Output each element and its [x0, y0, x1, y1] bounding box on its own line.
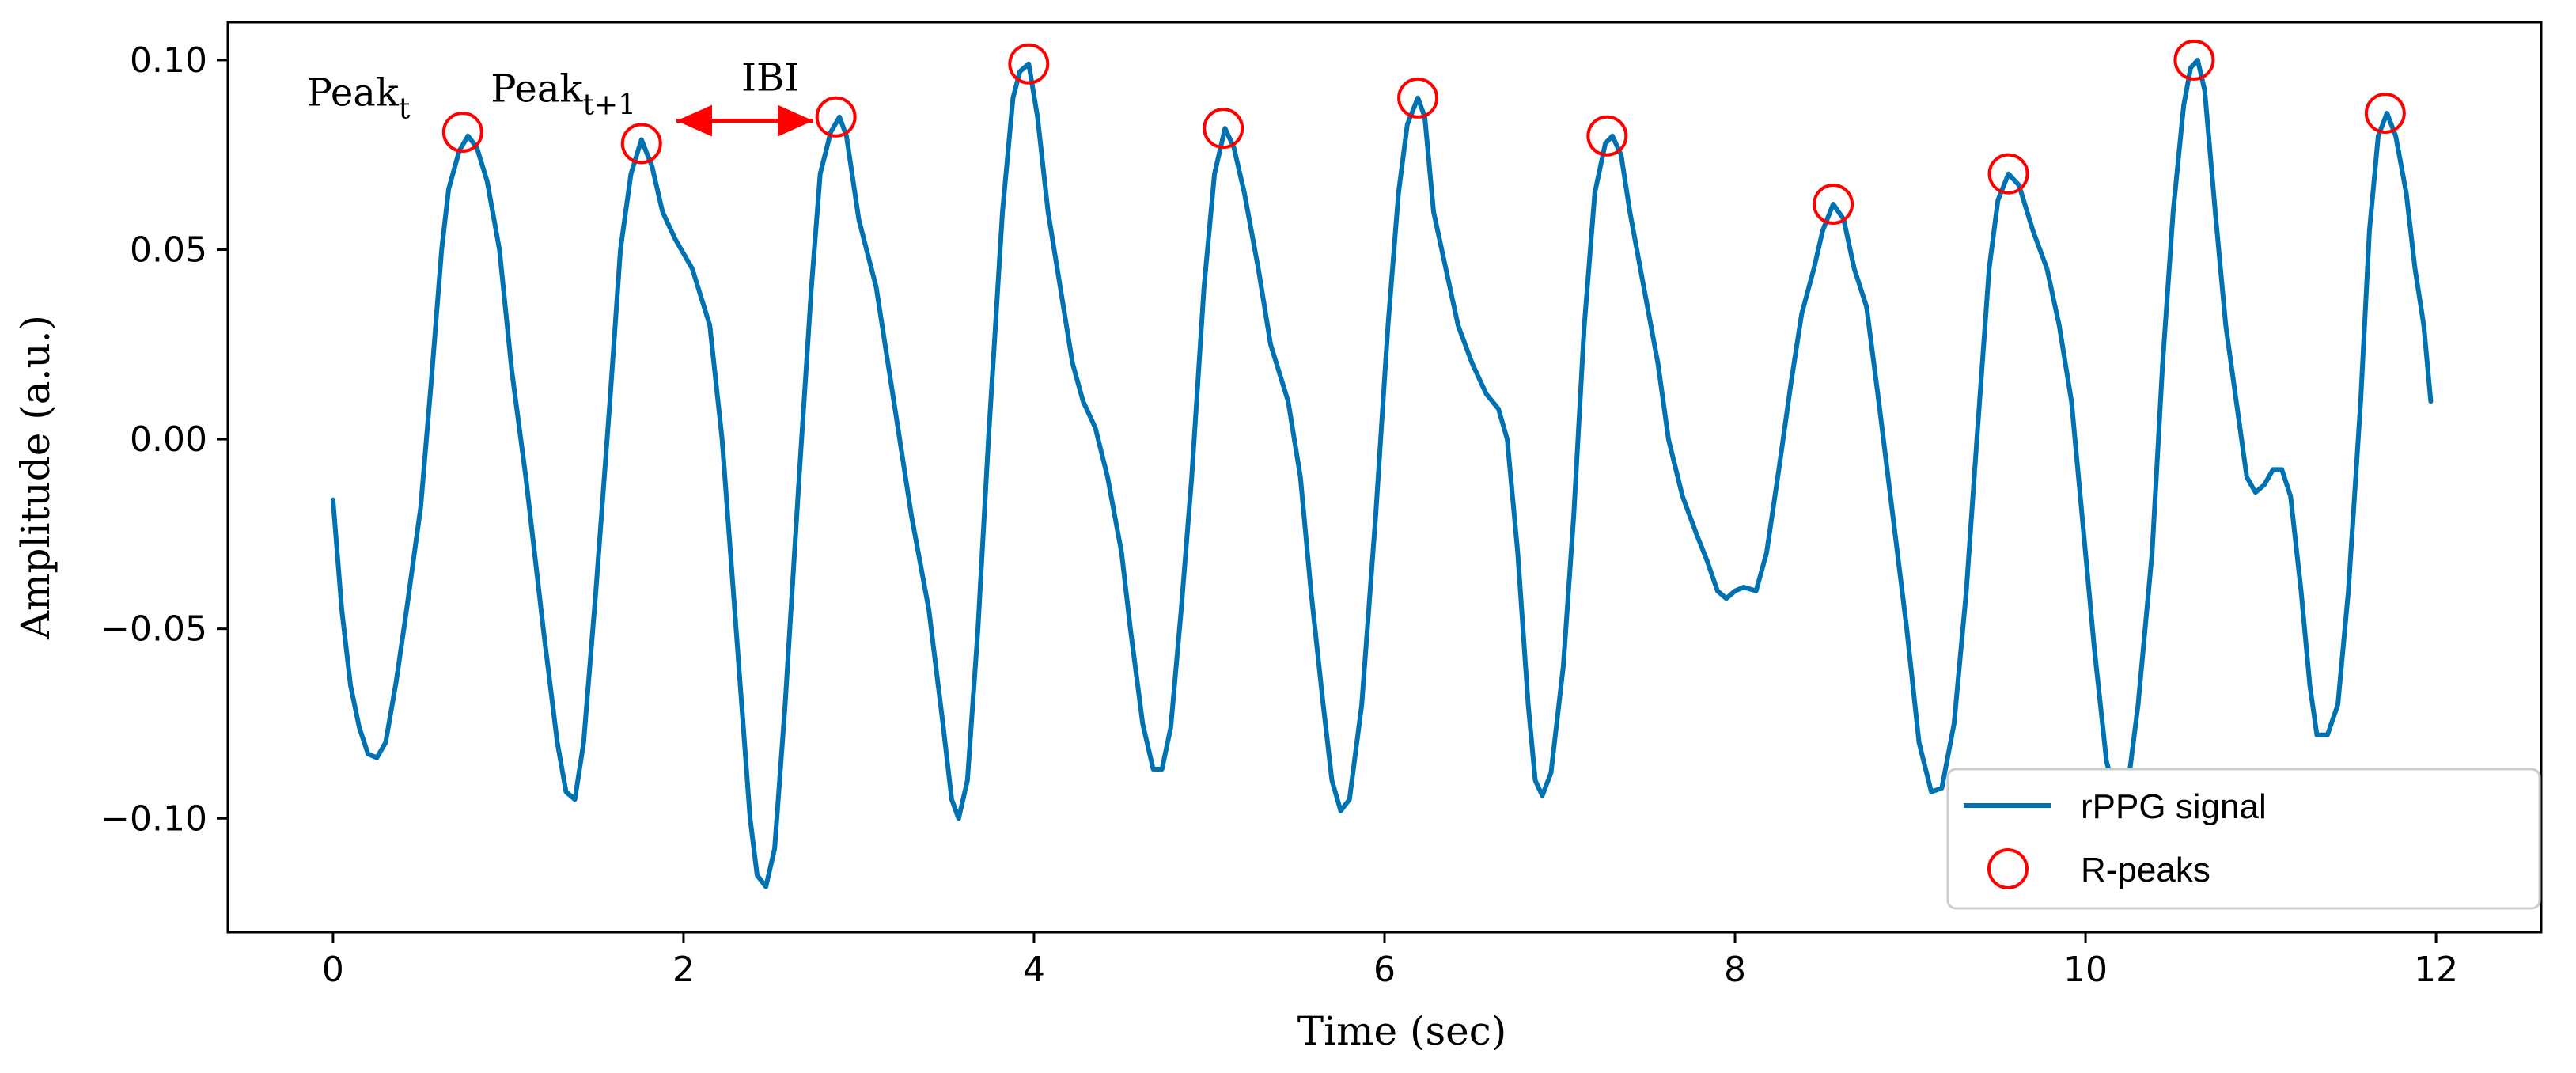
rppg-signal-line — [330, 57, 2434, 889]
x-tick-label: 8 — [1724, 950, 1746, 990]
legend: rPPG signal R-peaks — [1946, 768, 2541, 910]
x-tick-label: 2 — [672, 950, 695, 990]
peak-t-label-base: Peak — [307, 70, 400, 115]
y-axis-title: Amplitude (a.u.) — [13, 315, 59, 640]
tick-labels: 0 2 4 6 8 10 12 −0.10 −0.05 0.00 0.05 0.10 — [100, 40, 2458, 990]
plot-frame — [226, 21, 2543, 934]
r-peak-marker — [2364, 93, 2406, 134]
x-tick-label: 0 — [322, 950, 344, 990]
r-peak-marker — [1397, 77, 1439, 119]
r-peak-marker — [620, 123, 662, 165]
peak-t-label-subscript: t — [399, 93, 411, 125]
peak-t-label: Peakt — [307, 70, 411, 125]
legend-box — [1946, 768, 2541, 910]
axis-ticks — [217, 59, 2438, 943]
r-peak-marker — [1987, 153, 2029, 195]
r-peak-marker — [1203, 108, 1244, 150]
r-peak-marker — [2173, 39, 2215, 81]
x-tick-label: 4 — [1023, 950, 1045, 990]
x-tick-label: 10 — [2063, 950, 2108, 990]
x-axis-title: Time (sec) — [1297, 1008, 1507, 1054]
r-peak-marker — [1008, 43, 1050, 85]
y-tick-label: 0.10 — [130, 40, 207, 81]
y-tick-label: 0.00 — [130, 419, 207, 460]
r-peak-marker — [1813, 184, 1854, 225]
legend-label-peaks: R-peaks — [2081, 851, 2210, 889]
x-tick-label: 6 — [1373, 950, 1396, 990]
r-peak-markers — [441, 39, 2406, 225]
x-tick-label: 12 — [2414, 950, 2458, 990]
peak-t1-label: Peakt+1 — [491, 67, 636, 122]
r-peak-marker — [1586, 115, 1628, 157]
peak-t1-label-base: Peak — [491, 67, 583, 112]
y-tick-label: −0.05 — [100, 609, 207, 650]
signal-series — [330, 57, 2434, 889]
r-peak-marker — [441, 111, 483, 153]
peak-t1-label-subscript: t+1 — [583, 89, 637, 122]
y-tick-label: 0.05 — [130, 230, 207, 271]
legend-marker-swatch — [1987, 848, 2029, 889]
legend-label-signal: rPPG signal — [2081, 787, 2267, 826]
y-tick-label: −0.10 — [100, 798, 207, 839]
ibi-label: IBI — [741, 55, 799, 100]
r-peak-marker — [815, 96, 857, 138]
